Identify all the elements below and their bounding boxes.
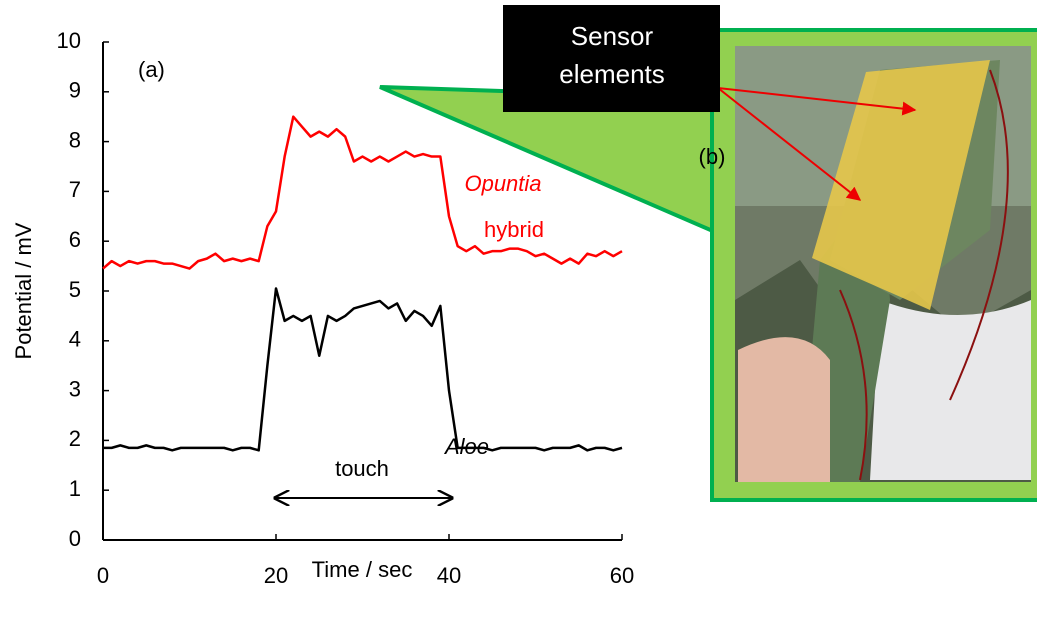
data-line (103, 289, 622, 451)
y-tick-label: 0 (69, 526, 81, 551)
y-tick-label: 7 (69, 177, 81, 202)
y-axis-label: Potential / mV (11, 222, 36, 359)
x-tick-label: 60 (610, 563, 634, 588)
y-tick-label: 5 (69, 277, 81, 302)
x-tick-label: 0 (97, 563, 109, 588)
x-axis-label: Time / sec (312, 557, 413, 582)
annotation: (b) (699, 144, 726, 169)
series-label: Opuntia (464, 171, 541, 196)
y-tick-label: 9 (69, 78, 81, 103)
annotation: touch (335, 456, 389, 481)
x-tick-label: 40 (437, 563, 461, 588)
y-tick-label: 3 (69, 376, 81, 401)
y-tick-label: 4 (69, 327, 81, 352)
callout-text: Sensor (571, 21, 654, 51)
y-tick-label: 10 (57, 28, 81, 53)
y-tick-label: 8 (69, 127, 81, 152)
y-tick-label: 6 (69, 227, 81, 252)
y-tick-label: 2 (69, 426, 81, 451)
callout-text: elements (559, 59, 665, 89)
chart: Sensor elements Time / sec Potential / m… (0, 0, 1037, 629)
annotation: (a) (138, 57, 165, 82)
series-label: Aloe (443, 434, 489, 459)
y-tick-label: 1 (69, 476, 81, 501)
x-tick-label: 20 (264, 563, 288, 588)
annotation: hybrid (484, 217, 544, 242)
